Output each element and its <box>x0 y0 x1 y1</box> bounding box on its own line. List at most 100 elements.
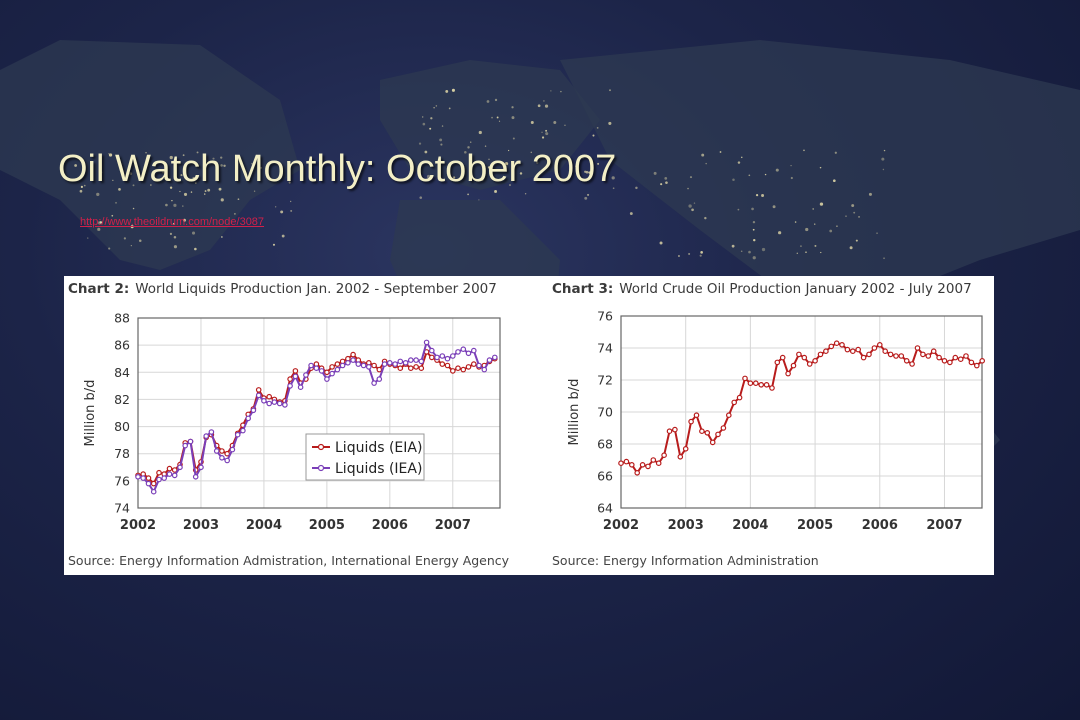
data-point <box>250 407 257 414</box>
data-point <box>428 347 435 354</box>
data-point <box>806 361 813 367</box>
data-point <box>187 438 194 445</box>
city-light <box>212 157 215 160</box>
city-light <box>845 215 847 217</box>
data-point <box>876 342 883 348</box>
city-light <box>464 150 467 154</box>
data-point <box>303 372 309 378</box>
city-light <box>678 255 680 257</box>
data-point <box>909 361 915 367</box>
city-light <box>748 250 751 254</box>
chart-heading-number: Chart 2: <box>68 281 129 297</box>
data-point <box>171 472 178 479</box>
city-light <box>819 166 822 169</box>
city-light <box>150 184 152 186</box>
chart-source: Source: Energy Information Administratio… <box>552 553 819 568</box>
city-light <box>883 257 885 260</box>
data-point <box>376 376 383 382</box>
data-point <box>156 476 162 483</box>
data-point <box>470 347 477 354</box>
data-point <box>282 402 288 408</box>
legend-marker <box>317 443 325 451</box>
data-point <box>177 464 183 471</box>
city-light <box>251 162 253 165</box>
data-point <box>292 373 299 380</box>
data-point <box>345 360 351 366</box>
y-axis-label: Million b/d <box>567 379 582 446</box>
data-point <box>941 358 948 364</box>
city-light <box>487 166 491 169</box>
city-light <box>253 190 256 192</box>
y-tick-label: 72 <box>597 373 613 388</box>
x-tick-label: 2002 <box>120 518 156 533</box>
city-light <box>660 183 663 186</box>
data-point <box>423 339 430 346</box>
data-point <box>255 387 262 393</box>
chart-heading-number: Chart 3: <box>552 281 613 297</box>
data-point <box>407 365 414 372</box>
data-point <box>444 355 451 362</box>
city-light <box>511 106 514 109</box>
city-light <box>129 172 133 176</box>
data-point <box>413 357 419 363</box>
data-point <box>661 452 667 459</box>
data-point <box>930 348 937 355</box>
legend-label: Liquids (EIA) <box>335 440 422 456</box>
city-light <box>237 198 240 201</box>
data-point <box>145 480 152 487</box>
data-point <box>266 393 273 400</box>
city-light <box>851 204 855 208</box>
data-point <box>963 353 969 359</box>
city-light <box>74 164 77 167</box>
city-light <box>204 193 206 195</box>
y-tick-label: 66 <box>597 469 613 484</box>
city-light <box>470 141 472 143</box>
land-mass <box>0 40 300 270</box>
data-point <box>324 376 330 382</box>
source-link[interactable]: http://www.theoildrum.com/node/3087 <box>80 216 265 228</box>
y-tick-label: 76 <box>114 473 130 488</box>
data-point <box>135 474 141 480</box>
data-point <box>742 375 748 382</box>
data-point <box>449 353 456 359</box>
data-point <box>192 474 199 480</box>
data-point <box>224 457 231 464</box>
y-tick-label: 88 <box>114 311 130 326</box>
city-light <box>814 244 817 247</box>
city-light <box>511 116 515 120</box>
data-point <box>828 343 835 350</box>
city-light <box>731 244 735 248</box>
data-point <box>903 358 910 364</box>
city-light <box>204 190 207 192</box>
data-point <box>371 380 377 386</box>
city-light <box>687 187 689 190</box>
city-light <box>481 178 484 181</box>
city-light <box>96 192 100 197</box>
city-light <box>691 208 694 212</box>
data-point <box>271 399 278 405</box>
city-light <box>504 165 508 169</box>
city-light <box>868 192 872 196</box>
city-light <box>190 191 193 193</box>
data-point <box>198 464 204 471</box>
city-light <box>544 104 549 108</box>
city-light <box>467 193 469 196</box>
city-light <box>183 192 188 196</box>
data-point <box>491 354 498 361</box>
city-light <box>543 100 545 102</box>
city-light <box>882 168 885 171</box>
city-light <box>550 90 552 92</box>
data-point <box>844 346 851 353</box>
data-point <box>481 366 488 373</box>
data-point <box>156 469 162 476</box>
chart-source: Source: Energy Information Admistration,… <box>68 553 510 568</box>
city-light <box>87 237 89 239</box>
data-point <box>785 370 791 377</box>
city-light <box>530 121 534 124</box>
legend-box <box>305 433 425 481</box>
city-light <box>171 199 173 202</box>
x-tick-label: 2007 <box>435 518 471 533</box>
city-light <box>883 149 886 152</box>
y-tick-label: 68 <box>597 437 613 452</box>
